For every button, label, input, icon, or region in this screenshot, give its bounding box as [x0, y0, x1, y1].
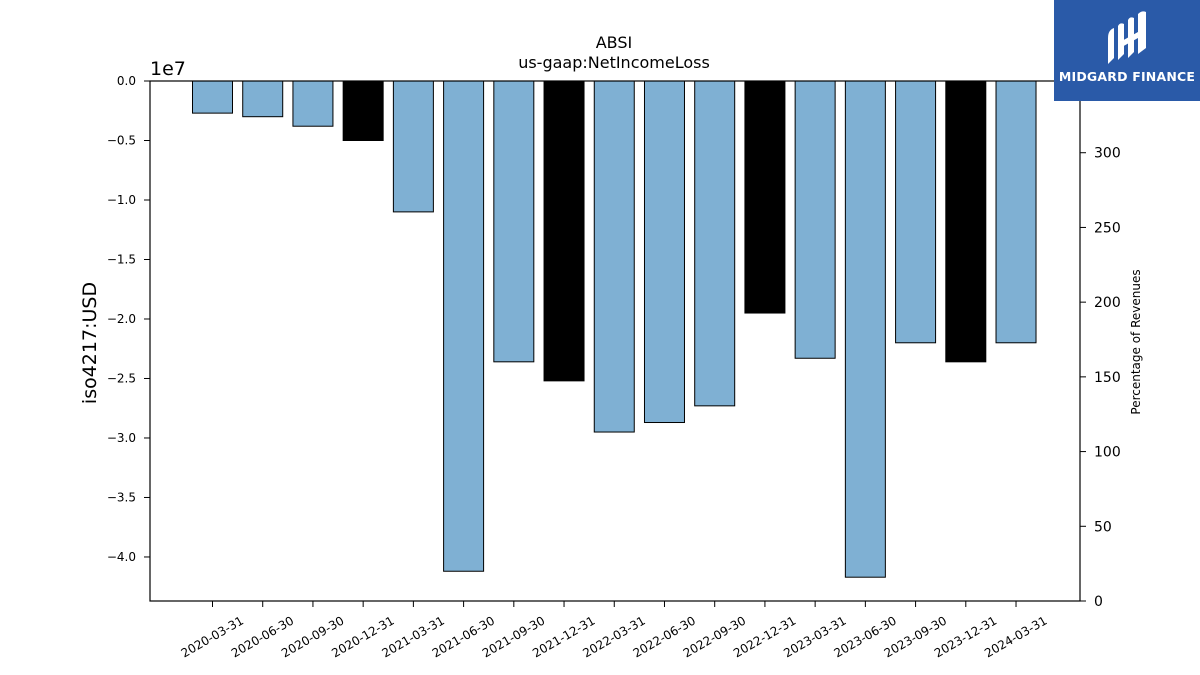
- bar-2023-09-30: [895, 80, 937, 344]
- y2-tick-label: 100: [1094, 445, 1121, 461]
- y-axis-ticks: 0.0 −0.5 −1.0 −1.5 −2.0 −2.5 −3.0 −3.5 −4.0: [107, 74, 150, 564]
- y2-axis-label: Percentage of Revenues: [1129, 269, 1143, 414]
- y2-tick-label: 300: [1094, 146, 1121, 162]
- bar-2020-06-30: [242, 80, 284, 118]
- bar-2022-03-31: [593, 80, 635, 433]
- y-tick-label: −2.5: [107, 371, 136, 385]
- bar-2023-03-31: [794, 80, 836, 359]
- y-tick-label: −2.0: [107, 312, 136, 326]
- y-axis-label: iso4217:USD: [79, 282, 101, 404]
- bar-2021-03-31: [392, 80, 434, 213]
- y2-axis-ticks: 0 50 100 150 200 250 300: [1080, 146, 1121, 610]
- bar-2020-09-30: [292, 80, 334, 127]
- bar-2022-12-31: [744, 80, 786, 314]
- midgard-logo-icon: [1108, 11, 1146, 64]
- bar-2021-06-30: [443, 80, 485, 572]
- bar-2021-09-30: [493, 80, 535, 363]
- y-tick-label: −3.5: [107, 490, 136, 504]
- bar-2023-12-31: [945, 80, 987, 363]
- y-tick-label: −0.5: [107, 133, 136, 147]
- bar-2021-12-31: [543, 80, 585, 382]
- chart-title: ABSI: [596, 33, 633, 52]
- y2-tick-label: 250: [1094, 220, 1121, 236]
- bars: [192, 80, 1037, 578]
- y2-tick-label: 150: [1094, 370, 1121, 386]
- y2-tick-label: 50: [1094, 519, 1112, 535]
- bar-2024-03-31: [995, 80, 1037, 344]
- chart-subtitle: us-gaap:NetIncomeLoss: [518, 53, 710, 72]
- midgard-finance-logo: MIDGARD FINANCE: [1054, 0, 1200, 101]
- bar-2022-09-30: [694, 80, 736, 407]
- y-tick-label: −4.0: [107, 550, 136, 564]
- y2-tick-label: 200: [1094, 295, 1121, 311]
- y-tick-label: −3.0: [107, 431, 136, 445]
- bar-2022-06-30: [643, 80, 685, 424]
- logo-text: MIDGARD FINANCE: [1058, 69, 1196, 84]
- bar-2023-06-30: [844, 80, 886, 578]
- y-tick-label: −1.5: [107, 252, 136, 266]
- x-axis-ticks: 2020-03-312020-06-302020-09-302020-12-31…: [179, 601, 1050, 660]
- y-tick-label: −1.0: [107, 193, 136, 207]
- y-tick-label: 0.0: [117, 74, 136, 88]
- y-offset-label: 1e7: [150, 58, 186, 80]
- bar-2020-12-31: [342, 80, 384, 141]
- bar-2020-03-31: [192, 80, 233, 114]
- y2-tick-label: 0: [1094, 594, 1103, 610]
- plot-frame: [149, 80, 1081, 602]
